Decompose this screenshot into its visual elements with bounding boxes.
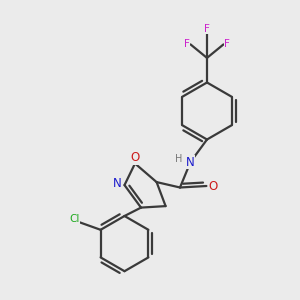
Text: F: F	[224, 39, 230, 50]
Text: O: O	[130, 151, 140, 164]
Text: F: F	[184, 39, 190, 50]
Text: N: N	[112, 177, 122, 190]
Text: H: H	[176, 154, 183, 164]
Text: Cl: Cl	[69, 214, 80, 224]
Text: N: N	[186, 155, 195, 169]
Text: O: O	[208, 179, 217, 193]
Text: F: F	[204, 24, 210, 34]
